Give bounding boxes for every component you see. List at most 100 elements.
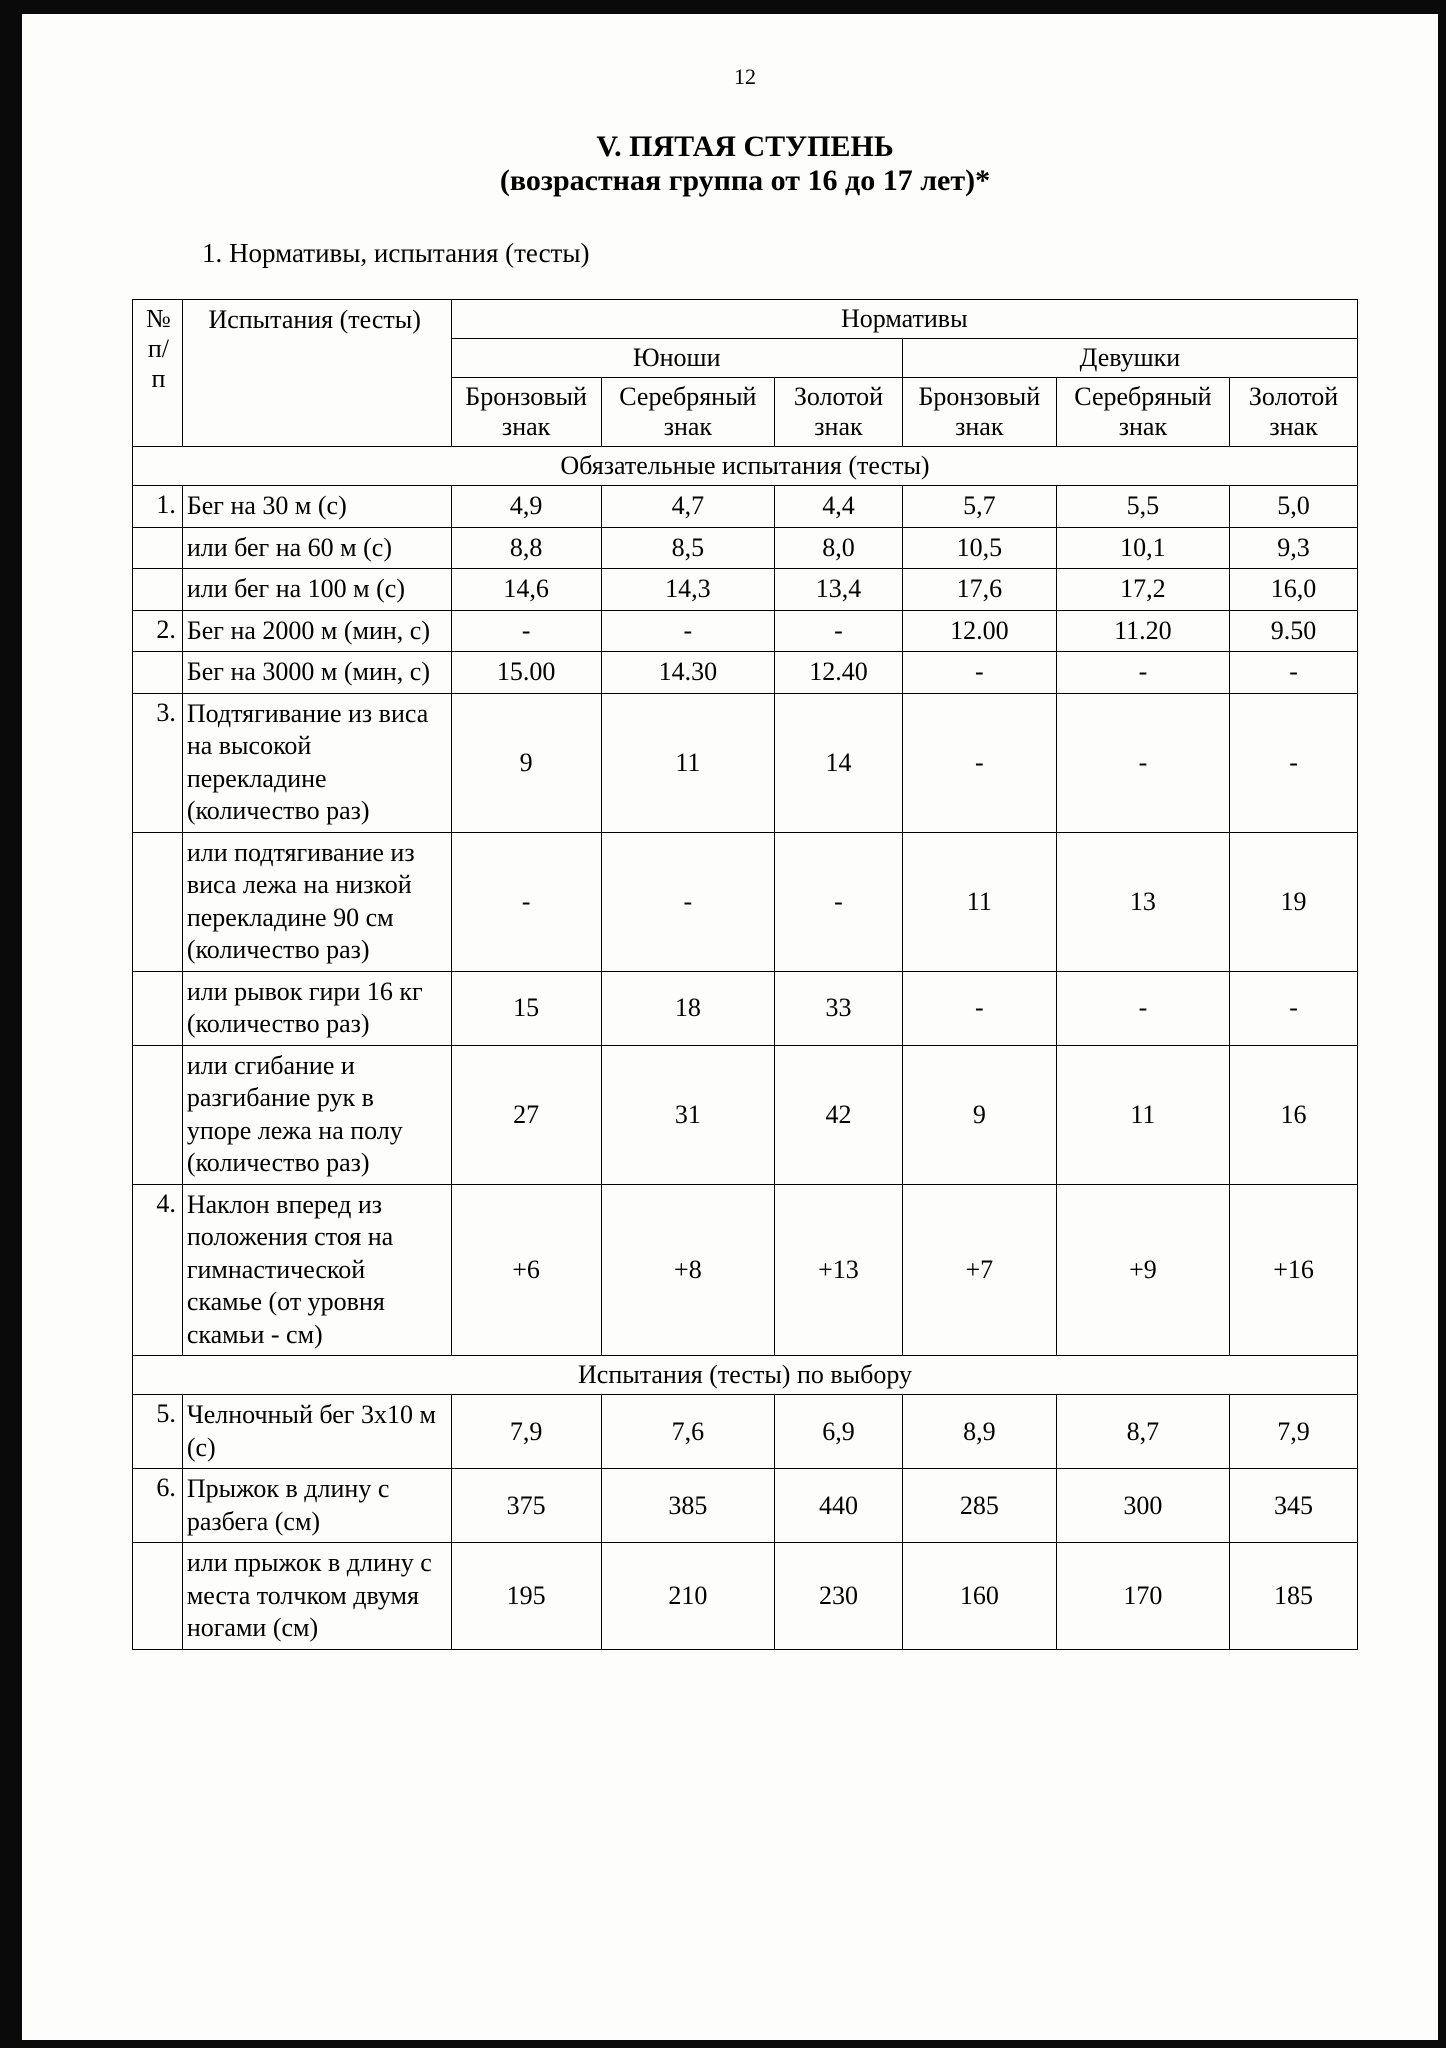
- section-label: 1. Нормативы, испытания (тесты): [202, 238, 1358, 269]
- row-value: 6,9: [775, 1395, 903, 1469]
- row-value: 300: [1056, 1469, 1229, 1543]
- section-optional-row: Испытания (тесты) по выбору: [133, 1356, 1358, 1395]
- row-value: 16,0: [1230, 569, 1358, 611]
- row-value: 14,3: [601, 569, 774, 611]
- header-boys-gold: Золотой знак: [775, 378, 903, 447]
- row-value: 14: [775, 693, 903, 832]
- row-value: 4,9: [451, 486, 601, 528]
- row-value: 4,4: [775, 486, 903, 528]
- row-value: 11: [601, 693, 774, 832]
- table-row: Бег на 3000 м (мин, с)15.0014.3012.40---: [133, 652, 1358, 694]
- row-value: 33: [775, 971, 903, 1045]
- row-value: 185: [1230, 1543, 1358, 1650]
- header-girls: Девушки: [902, 339, 1357, 378]
- row-label: Челночный бег 3х10 м (с): [182, 1395, 451, 1469]
- row-value: -: [775, 832, 903, 971]
- row-label: Бег на 30 м (с): [182, 486, 451, 528]
- table-row: 1.Бег на 30 м (с)4,94,74,45,75,55,0: [133, 486, 1358, 528]
- section-mandatory-row: Обязательные испытания (тесты): [133, 447, 1358, 486]
- row-num: [133, 1543, 183, 1650]
- row-num: [133, 652, 183, 694]
- row-value: +13: [775, 1184, 903, 1356]
- row-label: Подтягивание из виса на высокой переклад…: [182, 693, 451, 832]
- table-row: или прыжок в длину с места толчком двумя…: [133, 1543, 1358, 1650]
- row-value: 12.00: [902, 610, 1056, 652]
- row-value: 31: [601, 1045, 774, 1184]
- row-label: или бег на 60 м (с): [182, 527, 451, 569]
- header-girls-bronze: Бронзовый знак: [902, 378, 1056, 447]
- row-num: [133, 971, 183, 1045]
- row-value: 9,3: [1230, 527, 1358, 569]
- section-mandatory-label: Обязательные испытания (тесты): [133, 447, 1358, 486]
- row-value: 9: [902, 1045, 1056, 1184]
- document-page: 12 V. ПЯТАЯ СТУПЕНЬ (возрастная группа о…: [0, 0, 1446, 2048]
- row-label: Наклон вперед из положения стоя на гимна…: [182, 1184, 451, 1356]
- row-value: 7,9: [1230, 1395, 1358, 1469]
- row-value: 7,6: [601, 1395, 774, 1469]
- header-tests: Испытания (тесты): [182, 300, 451, 447]
- row-label: или прыжок в длину с места толчком двумя…: [182, 1543, 451, 1650]
- row-value: 8,0: [775, 527, 903, 569]
- row-value: 8,5: [601, 527, 774, 569]
- row-value: -: [902, 652, 1056, 694]
- standards-table: № п/п Испытания (тесты) Нормативы Юноши …: [132, 299, 1358, 1650]
- row-value: 14,6: [451, 569, 601, 611]
- table-row: или подтягивание из виса лежа на низкой …: [133, 832, 1358, 971]
- table-row: 3.Подтягивание из виса на высокой перекл…: [133, 693, 1358, 832]
- row-num: [133, 832, 183, 971]
- row-value: 17,2: [1056, 569, 1229, 611]
- row-label: или бег на 100 м (с): [182, 569, 451, 611]
- row-value: -: [601, 610, 774, 652]
- header-boys: Юноши: [451, 339, 902, 378]
- row-label: Прыжок в длину с разбега (см): [182, 1469, 451, 1543]
- row-label: Бег на 3000 м (мин, с): [182, 652, 451, 694]
- row-value: 15: [451, 971, 601, 1045]
- header-boys-bronze: Бронзовый знак: [451, 378, 601, 447]
- row-value: 27: [451, 1045, 601, 1184]
- row-value: -: [1056, 652, 1229, 694]
- table-row: или бег на 100 м (с)14,614,313,417,617,2…: [133, 569, 1358, 611]
- table-row: 2.Бег на 2000 м (мин, с)---12.0011.209.5…: [133, 610, 1358, 652]
- row-value: 195: [451, 1543, 601, 1650]
- row-num: [133, 569, 183, 611]
- row-value: 11: [902, 832, 1056, 971]
- row-value: -: [902, 693, 1056, 832]
- row-value: 14.30: [601, 652, 774, 694]
- table-row: или сгибание и разгибание рук в упоре ле…: [133, 1045, 1358, 1184]
- row-value: 385: [601, 1469, 774, 1543]
- row-value: -: [451, 832, 601, 971]
- row-value: 9: [451, 693, 601, 832]
- title-block: V. ПЯТАЯ СТУПЕНЬ (возрастная группа от 1…: [132, 130, 1358, 198]
- row-value: 345: [1230, 1469, 1358, 1543]
- table-row: или бег на 60 м (с)8,88,58,010,510,19,3: [133, 527, 1358, 569]
- row-num: 4.: [133, 1184, 183, 1356]
- title-sub: (возрастная группа от 16 до 17 лет)*: [132, 164, 1358, 198]
- row-value: 440: [775, 1469, 903, 1543]
- row-value: -: [902, 971, 1056, 1045]
- row-value: 9.50: [1230, 610, 1358, 652]
- section-optional-label: Испытания (тесты) по выбору: [133, 1356, 1358, 1395]
- row-value: -: [1056, 971, 1229, 1045]
- row-value: 19: [1230, 832, 1358, 971]
- row-num: 1.: [133, 486, 183, 528]
- row-value: 13,4: [775, 569, 903, 611]
- title-main: V. ПЯТАЯ СТУПЕНЬ: [132, 130, 1358, 164]
- row-value: 10,5: [902, 527, 1056, 569]
- row-value: -: [775, 610, 903, 652]
- row-value: 17,6: [902, 569, 1056, 611]
- row-value: -: [1230, 652, 1358, 694]
- row-value: +6: [451, 1184, 601, 1356]
- table-row: или рывок гири 16 кг (количество раз)151…: [133, 971, 1358, 1045]
- table-body: Обязательные испытания (тесты) 1.Бег на …: [133, 447, 1358, 1650]
- row-value: 5,5: [1056, 486, 1229, 528]
- row-value: 8,7: [1056, 1395, 1229, 1469]
- row-value: -: [601, 832, 774, 971]
- row-label: или подтягивание из виса лежа на низкой …: [182, 832, 451, 971]
- row-value: -: [1230, 693, 1358, 832]
- row-value: -: [1056, 693, 1229, 832]
- row-num: 3.: [133, 693, 183, 832]
- row-value: 15.00: [451, 652, 601, 694]
- row-value: 8,8: [451, 527, 601, 569]
- row-value: 375: [451, 1469, 601, 1543]
- table-row: 5.Челночный бег 3х10 м (с)7,97,66,98,98,…: [133, 1395, 1358, 1469]
